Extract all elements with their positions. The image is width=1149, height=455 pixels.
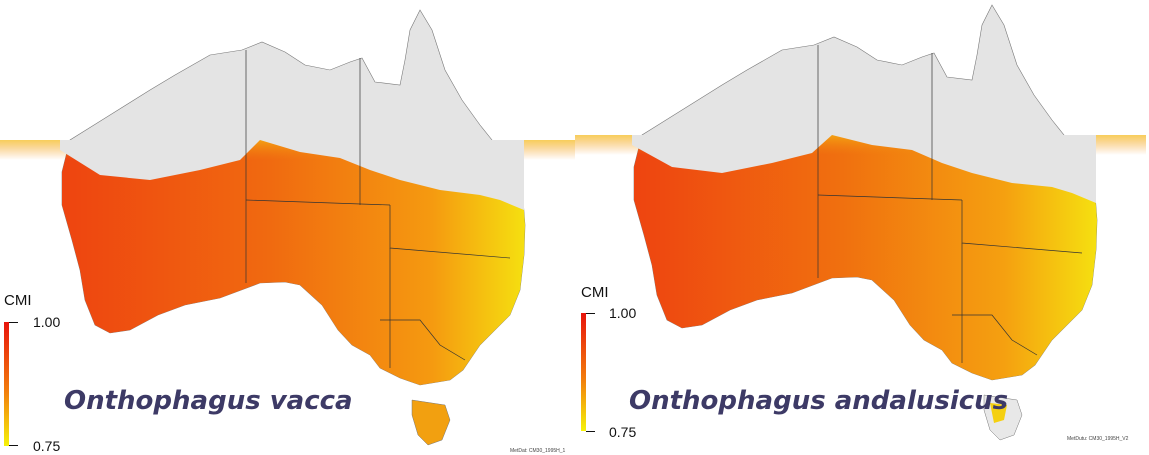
species-label: Onthophagus andalusicus <box>629 386 1009 416</box>
map-panel-right: CMI 1.00 0.75 Onthophagus andalusicus Me… <box>575 0 1149 455</box>
legend-max-label: 1.00 <box>33 314 61 330</box>
australia-climate-map <box>0 9 575 446</box>
map-credit: MetDutu: CM30_1995H_V2 <box>1067 436 1129 442</box>
legend-tick-min <box>9 445 18 446</box>
species-label: Onthophagus vacca <box>64 386 353 416</box>
legend-color-scale <box>4 322 9 446</box>
state-boundaries <box>817 45 1083 363</box>
legend-title: CMI <box>581 284 609 301</box>
map-panel-left: CMI 1.00 0.75 Onthophagus vacca MetDat: … <box>0 9 575 454</box>
state-boundaries <box>245 50 511 368</box>
legend-min-label: 0.75 <box>33 438 61 454</box>
legend-tick-max <box>9 322 18 323</box>
legend-tick-min <box>586 431 595 432</box>
tasmania-outline <box>411 399 451 446</box>
legend-title: CMI <box>4 292 32 309</box>
map-credit: MetDat: CM30_1995H_1 <box>510 448 566 454</box>
australia-climate-map <box>575 4 1146 441</box>
legend-tick-max <box>586 313 595 314</box>
legend-color-scale <box>581 313 586 431</box>
legend-max-label: 1.00 <box>609 305 637 321</box>
legend-min-label: 0.75 <box>609 424 637 440</box>
